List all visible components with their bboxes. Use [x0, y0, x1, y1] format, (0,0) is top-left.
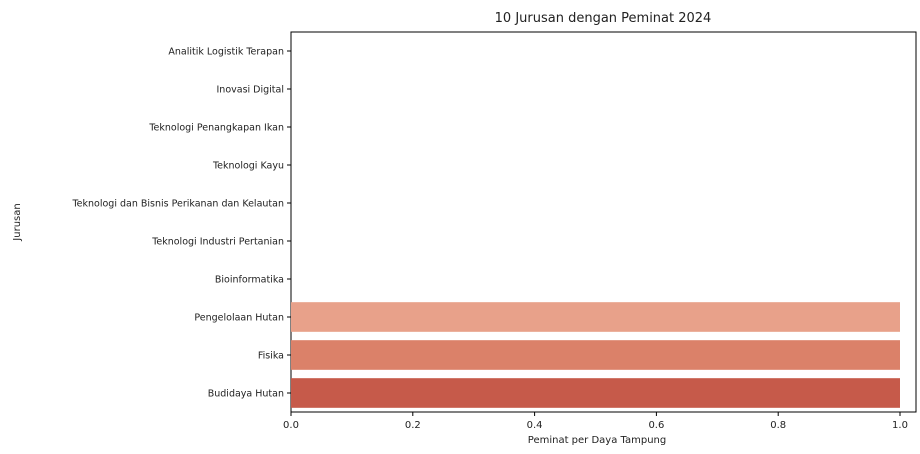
- x-tick-label: 0.8: [770, 420, 786, 431]
- y-axis: Analitik Logistik Terapan Inovasi Digital…: [71, 47, 291, 400]
- bars-group: [291, 302, 900, 408]
- x-tick-label: 1.0: [892, 420, 908, 431]
- bar: [291, 302, 900, 332]
- chart-title: 10 Jurusan dengan Peminat 2024: [495, 11, 712, 26]
- plot-frame: [290, 31, 917, 413]
- y-tick-label: Analitik Logistik Terapan: [168, 47, 284, 58]
- y-tick-label: Teknologi Industri Pertanian: [151, 237, 284, 248]
- y-tick-label: Fisika: [258, 351, 284, 362]
- y-axis-label: Jurusan: [12, 203, 23, 241]
- y-tick-label: Teknologi Kayu: [212, 161, 284, 172]
- plot-area: [290, 31, 917, 413]
- y-tick-label: Budidaya Hutan: [208, 389, 284, 400]
- x-tick-label: 0.4: [527, 420, 543, 431]
- y-tick-label: Teknologi dan Bisnis Perikanan dan Kelau…: [71, 199, 284, 210]
- y-tick-label: Teknologi Penangkapan Ikan: [148, 123, 284, 134]
- x-tick-label: 0.2: [405, 420, 421, 431]
- x-tick-label: 0.6: [648, 420, 664, 431]
- bar: [291, 340, 900, 370]
- x-axis-label: Peminat per Daya Tampung: [528, 435, 666, 446]
- y-tick-label: Pengelolaan Hutan: [194, 313, 284, 324]
- y-tick-label: Inovasi Digital: [217, 85, 285, 96]
- y-tick-label: Bioinformatika: [215, 275, 284, 286]
- bar: [291, 378, 900, 408]
- x-tick-label: 0.0: [283, 420, 299, 431]
- x-axis: 0.0 0.2 0.4 0.6 0.8 1.0: [283, 412, 908, 431]
